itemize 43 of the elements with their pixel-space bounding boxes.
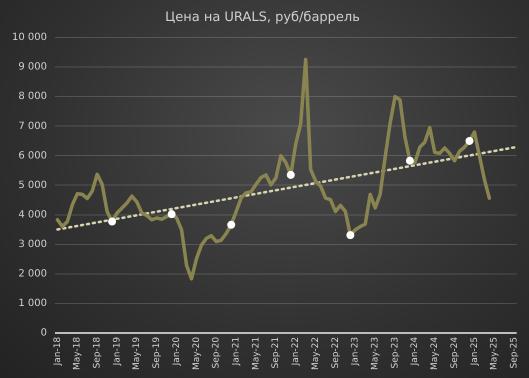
x-tick-label: Jan-20 <box>172 336 182 366</box>
x-tick-label: Sep-22 <box>330 336 341 369</box>
x-tick-label: May-20 <box>192 336 202 370</box>
y-tick-label: 3 000 <box>18 238 47 250</box>
point <box>168 210 176 218</box>
point <box>346 231 354 240</box>
y-tick-label: 0 <box>40 327 47 338</box>
x-tick-label: Jan-25 <box>470 336 480 366</box>
x-tick-label: Jan-21 <box>232 336 242 366</box>
y-tick-label: 8 000 <box>18 91 47 102</box>
x-tick-label: May-24 <box>430 336 440 370</box>
x-tick-label: Sep-24 <box>450 336 460 369</box>
x-tick-label: Sep-23 <box>390 336 400 369</box>
y-tick-label: 7 000 <box>18 120 47 132</box>
point <box>286 170 295 179</box>
y-tick-label: 6 000 <box>18 150 47 162</box>
x-tick-label: Jan-22 <box>291 336 302 366</box>
x-tick-label: Sep-25 <box>510 336 520 369</box>
y-tick-label: 2 000 <box>18 268 47 280</box>
y-tick-label: 4 000 <box>18 209 47 220</box>
x-tick-label: Sep-21 <box>271 336 282 369</box>
point <box>108 218 116 226</box>
point <box>406 156 414 165</box>
y-tick-label: 1 000 <box>18 298 47 309</box>
x-tick-label: May-18 <box>72 336 83 370</box>
x-tick-label: Jan-18 <box>52 336 63 366</box>
y-tick-label: 5 000 <box>18 180 47 191</box>
x-tick-label: May-25 <box>490 336 500 370</box>
x-tick-label: Jan-23 <box>350 336 361 366</box>
x-tick-label: May-19 <box>132 336 142 370</box>
point <box>227 220 236 229</box>
x-tick-label: Sep-20 <box>212 336 222 369</box>
x-tick-label: Jan-19 <box>112 336 122 366</box>
y-tick-label: 10 000 <box>12 32 47 44</box>
point <box>465 136 474 145</box>
x-tick-label: Sep-19 <box>152 336 162 369</box>
x-tick-label: May-23 <box>370 336 381 370</box>
x-tick-label: Sep-18 <box>92 336 103 369</box>
y-tick-label: 9 000 <box>18 62 47 73</box>
x-tick-label: Jan-24 <box>410 336 420 366</box>
x-tick-label: May-22 <box>310 336 321 370</box>
x-tick-label: May-21 <box>251 336 262 370</box>
chart-title: Цена на URALS, руб/баррель <box>165 10 360 26</box>
